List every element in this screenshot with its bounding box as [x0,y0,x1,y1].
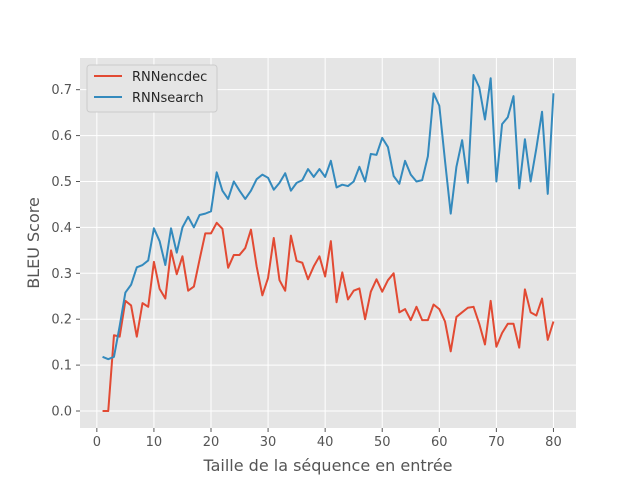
x-tick-label: 20 [203,435,220,450]
axis-ticks: 0 10 20 30 40 50 60 70 80 0.0 0.1 0.2 0.3 0.4 0.5 0.6 0.… [51,83,561,450]
x-tick-label: 60 [431,435,448,450]
y-tick-label: 0.4 [51,221,72,236]
x-tick-label: 30 [260,435,277,450]
y-axis-label: BLEU Score [24,197,43,289]
grid-lines [80,58,576,428]
legend-label-rnnencdec: RNNencdec [132,70,207,85]
x-tick-label: 10 [146,435,163,450]
y-tick-label: 0.2 [51,313,72,328]
y-tick-label: 0.1 [51,359,72,374]
legend-label-rnnsearch: RNNsearch [132,91,204,106]
x-tick-label: 80 [545,435,562,450]
y-tick-label: 0.7 [51,83,72,98]
series-lines [102,73,555,413]
legend: RNNencdec RNNsearch [86,64,218,113]
y-tick-label: 0.5 [51,175,72,190]
y-tick-label: 0.6 [51,129,72,144]
x-axis-label: Taille de la séquence en entrée [202,456,452,475]
series-line-rnnencdec [102,221,555,413]
y-tick-label: 0.3 [51,267,72,282]
x-tick-label: 40 [317,435,334,450]
x-tick-label: 0 [93,435,101,450]
series-line-rnnsearch [102,73,555,361]
x-tick-label: 50 [374,435,391,450]
y-tick-label: 0.0 [51,405,72,420]
x-tick-label: 70 [488,435,505,450]
